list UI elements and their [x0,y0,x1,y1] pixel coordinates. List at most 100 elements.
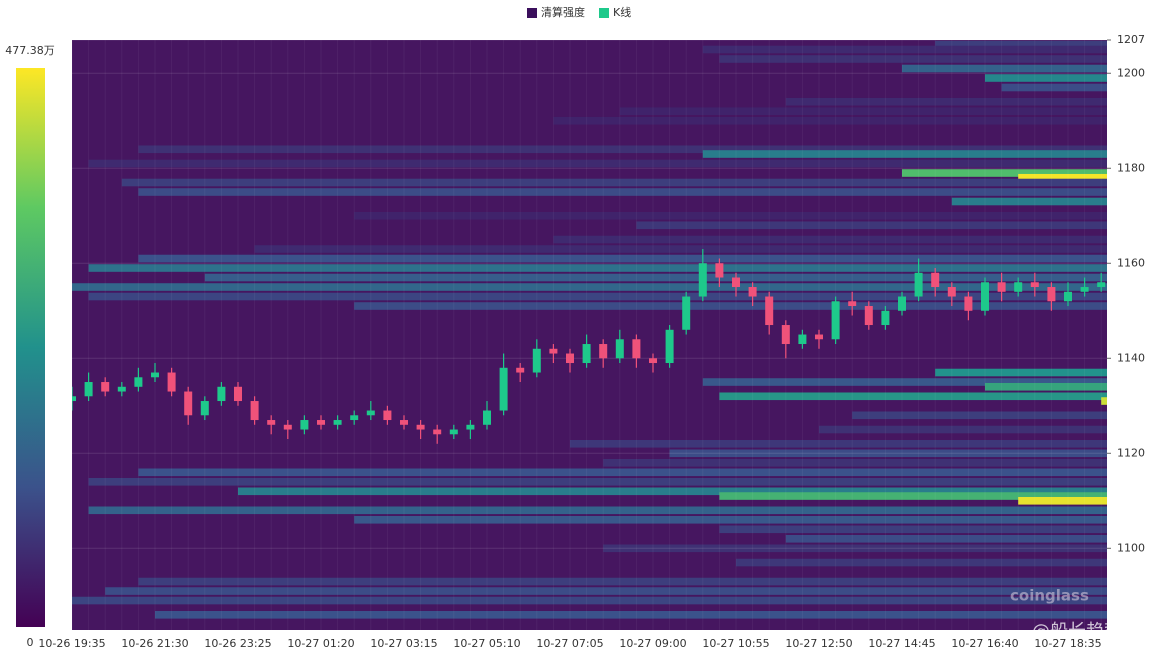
x-tick-label: 10-27 18:35 [1034,637,1101,650]
legend-item[interactable]: K线 [599,5,631,19]
candle-body [283,424,292,430]
heat-band [1001,83,1107,92]
heat-band [553,235,1107,244]
candle-body [898,296,906,311]
candle-body [715,263,724,278]
x-tick-label: 10-27 12:50 [785,637,852,650]
candle-body [134,377,143,387]
candle-body [466,424,475,430]
y-tick-label: 1180 [1117,161,1145,174]
candle-body [317,420,325,425]
heat-band [985,382,1107,391]
heat-band [951,197,1107,206]
candle-body [449,429,458,435]
candle-body [848,301,857,307]
x-tick-label: 10-27 01:20 [287,637,354,650]
heat-band [935,368,1107,377]
overlay-watermark: @船长趋势 [1032,621,1122,642]
candle-body [1030,282,1039,288]
heat-band [354,515,1107,524]
x-tick-label: 10-27 09:00 [619,637,686,650]
colorbar-label: 0 [27,636,34,649]
candle-body [400,420,408,425]
x-tick-label: 10-27 03:15 [370,637,437,650]
heat-band [852,411,1107,420]
candle-body [84,382,93,397]
candle-body [532,348,541,373]
candle-body [117,386,126,392]
candle-body [200,401,209,416]
candle-body [831,301,840,340]
heat-band [636,221,1107,230]
heat-band [702,150,1107,158]
candle-body [1047,287,1056,302]
candle-body [499,367,508,411]
heat-band [121,178,1107,187]
candle-body [566,353,574,364]
heat-band [204,273,1107,282]
candle-body [815,334,823,340]
heat-band [138,254,1107,263]
candle-body [101,382,110,392]
candle-body [416,424,425,430]
candle-body [881,310,890,326]
heat-band [1018,173,1107,182]
heat-band [138,145,1107,154]
heat-band [570,439,1107,448]
candle-body [350,415,359,421]
watermark: coinglass [1010,587,1089,605]
heat-band [88,159,1107,168]
candle-body [615,339,624,359]
candle-body [964,296,973,311]
candle-body [981,282,989,311]
heat-band [138,468,1107,477]
legend-item[interactable]: 清算强度 [527,5,585,19]
heat-band [669,449,1107,458]
heat-band [719,392,1107,401]
candle-body [698,263,707,297]
candle-body [748,287,757,297]
candle-body [333,420,342,425]
y-tick-label: 1207 [1117,33,1145,46]
x-tick-label: 10-27 10:55 [702,637,769,650]
y-tick-label: 1100 [1117,541,1145,554]
y-tick-label: 1160 [1117,256,1145,269]
x-tick-label: 10-26 21:30 [121,637,188,650]
candle-body [765,296,774,326]
candle-body [234,386,242,402]
candle-body [1097,282,1106,288]
heat-band [88,264,1107,272]
y-tick-label: 1120 [1117,446,1145,459]
heat-band [719,492,1107,500]
heat-band [88,506,1107,515]
candle-body [72,396,76,402]
heat-band [702,378,1107,386]
heat-band [138,188,1107,196]
heat-band [238,487,1107,496]
heat-band [603,544,1107,553]
heat-band [902,169,1107,177]
heat-band [88,292,1107,301]
candle-body [217,386,226,402]
x-tick-label: 10-27 14:45 [868,637,935,650]
candle-body [1080,287,1089,292]
heat-band [1018,496,1107,505]
heat-band [138,577,1107,586]
heat-band [553,116,1107,125]
candle-body [864,306,873,326]
legend-swatch [527,8,537,18]
heat-band [603,458,1107,467]
candle-body [997,282,1006,292]
heat-band [72,283,1107,291]
heat-band [736,558,1107,567]
candle-body [665,329,674,364]
candle-body [549,348,558,354]
plot-area [72,40,1107,630]
candle-body [433,429,442,435]
candle-body [383,410,392,421]
y-tick-label: 1140 [1117,351,1145,364]
candle-body [599,344,608,359]
candle-body [632,339,641,359]
x-tick-label: 10-26 19:35 [38,637,105,650]
